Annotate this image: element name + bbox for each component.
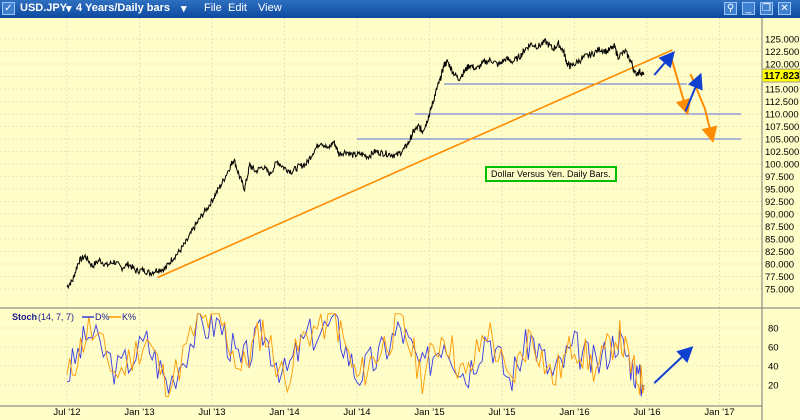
price-tick-label: 125.000 (765, 35, 799, 46)
title-bar: ✓ USD.JPY ▾ 4 Years/Daily bars ▾ File Ed… (0, 0, 800, 19)
price-tick-label: 92.500 (765, 197, 794, 208)
time-tick-label: Jul '16 (633, 407, 660, 418)
interval-label[interactable]: 4 Years/Daily bars (76, 2, 170, 14)
stoch-tick-label: 20 (768, 381, 779, 392)
price-tick-label: 107.500 (765, 122, 799, 133)
chevron-down-icon[interactable]: ▾ (181, 3, 187, 15)
price-tick-label: 90.000 (765, 210, 794, 221)
price-tick-label: 77.500 (765, 272, 794, 283)
time-tick-label: Jan '13 (124, 407, 154, 418)
time-tick-label: Jan '17 (704, 407, 734, 418)
price-tick-label: 82.500 (765, 247, 794, 258)
price-tick-label: 95.000 (765, 185, 794, 196)
stoch-panel (66, 313, 694, 397)
time-tick-label: Jan '14 (269, 407, 299, 418)
time-tick-label: Jul '12 (53, 407, 80, 418)
price-tick-label: 102.500 (765, 147, 799, 158)
grid (0, 18, 762, 406)
pin-icon[interactable]: ⚲ (724, 2, 737, 15)
stoch-params: (14, 7, 7) (38, 312, 74, 322)
price-panel (66, 38, 742, 290)
price-tick-label: 112.500 (765, 97, 799, 108)
trendline (157, 49, 673, 279)
price-tick-label: 122.500 (765, 47, 799, 58)
menu-view[interactable]: View (258, 2, 282, 14)
price-tick-label: 115.000 (765, 85, 799, 96)
minimize-icon[interactable]: _ (742, 2, 755, 15)
stoch-projection-arrow (653, 346, 694, 384)
time-tick-label: Jul '13 (198, 407, 225, 418)
time-tick-label: Jan '15 (414, 407, 444, 418)
chevron-down-icon[interactable]: ▾ (66, 3, 72, 15)
price-tick-label: 100.000 (765, 160, 799, 171)
chart-background (0, 18, 800, 420)
stoch-tick-label: 40 (768, 362, 779, 373)
menu-file[interactable]: File (204, 2, 222, 14)
price-tick-label: 105.000 (765, 135, 799, 146)
time-tick-label: Jan '16 (559, 407, 589, 418)
restore-icon[interactable]: ❐ (760, 2, 773, 15)
price-tick-label: 97.500 (765, 172, 794, 183)
stoch-label: Stoch (12, 312, 37, 322)
price-badge-label: 117.823 (764, 71, 800, 82)
stoch-d-label: D% (95, 312, 110, 322)
stoch-k-label: K% (122, 312, 136, 322)
close-icon[interactable]: ✕ (778, 2, 791, 15)
blue-projection-arrow (684, 72, 703, 112)
price-tick-label: 87.500 (765, 222, 794, 233)
time-tick-label: Jul '14 (343, 407, 370, 418)
stoch-tick-label: 60 (768, 343, 779, 354)
checkbox-icon[interactable]: ✓ (2, 2, 15, 15)
price-tick-label: 120.000 (765, 60, 799, 71)
stoch-tick-label: 80 (768, 324, 779, 335)
time-tick-label: Jul '15 (488, 407, 515, 418)
price-tick-label: 75.000 (765, 285, 794, 296)
price-tick-label: 80.000 (765, 260, 794, 271)
price-series-line (66, 38, 645, 290)
blue-projection-arrow (653, 50, 676, 76)
symbol-label: USD.JPY (20, 2, 68, 14)
price-tick-label: 85.000 (765, 235, 794, 246)
menu-edit[interactable]: Edit (228, 2, 247, 14)
stoch-k-line (66, 313, 645, 397)
price-tick-label: 110.000 (765, 110, 799, 121)
price-badge (761, 68, 800, 83)
annotation-box: Dollar Versus Yen. Daily Bars. (485, 166, 617, 182)
